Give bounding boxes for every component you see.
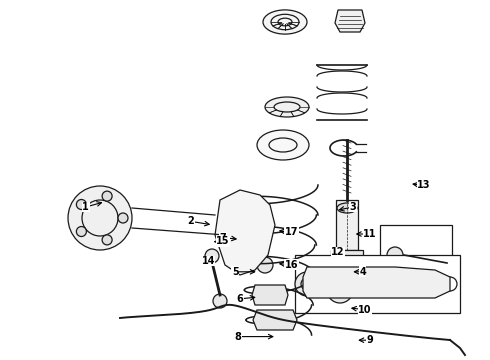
Ellipse shape (337, 203, 357, 213)
Circle shape (257, 257, 273, 273)
Text: 4: 4 (359, 267, 366, 277)
Text: 17: 17 (285, 227, 298, 237)
Text: 6: 6 (237, 294, 244, 304)
Circle shape (102, 235, 112, 245)
Circle shape (295, 272, 319, 296)
Text: 11: 11 (363, 229, 377, 239)
Bar (333, 278, 361, 290)
Circle shape (68, 186, 132, 250)
Circle shape (76, 226, 86, 237)
Circle shape (444, 258, 454, 268)
Polygon shape (252, 285, 288, 305)
Bar (380, 225, 452, 280)
Bar (336, 200, 358, 250)
Circle shape (327, 277, 353, 303)
Circle shape (205, 249, 219, 263)
Circle shape (102, 191, 112, 201)
Circle shape (213, 294, 227, 308)
Circle shape (118, 213, 128, 223)
Bar (295, 255, 460, 313)
Circle shape (76, 199, 86, 210)
Text: 16: 16 (285, 260, 298, 270)
Text: 3: 3 (349, 202, 356, 212)
Text: 2: 2 (188, 216, 195, 226)
Polygon shape (253, 310, 297, 330)
Circle shape (230, 220, 260, 250)
Text: 8: 8 (234, 332, 241, 342)
Text: 10: 10 (358, 305, 372, 315)
Text: 1: 1 (82, 202, 89, 212)
Text: 5: 5 (232, 267, 239, 277)
Polygon shape (335, 10, 365, 32)
Text: 7: 7 (220, 233, 226, 243)
Ellipse shape (265, 97, 309, 117)
Bar (331, 250, 363, 278)
Ellipse shape (263, 10, 307, 34)
Circle shape (387, 247, 403, 263)
Text: 14: 14 (201, 256, 215, 266)
Polygon shape (303, 267, 450, 298)
Polygon shape (215, 190, 275, 275)
Text: 15: 15 (216, 236, 230, 246)
Text: 9: 9 (367, 335, 373, 345)
Text: 13: 13 (417, 180, 431, 190)
Ellipse shape (257, 130, 309, 160)
Text: 12: 12 (331, 247, 345, 257)
